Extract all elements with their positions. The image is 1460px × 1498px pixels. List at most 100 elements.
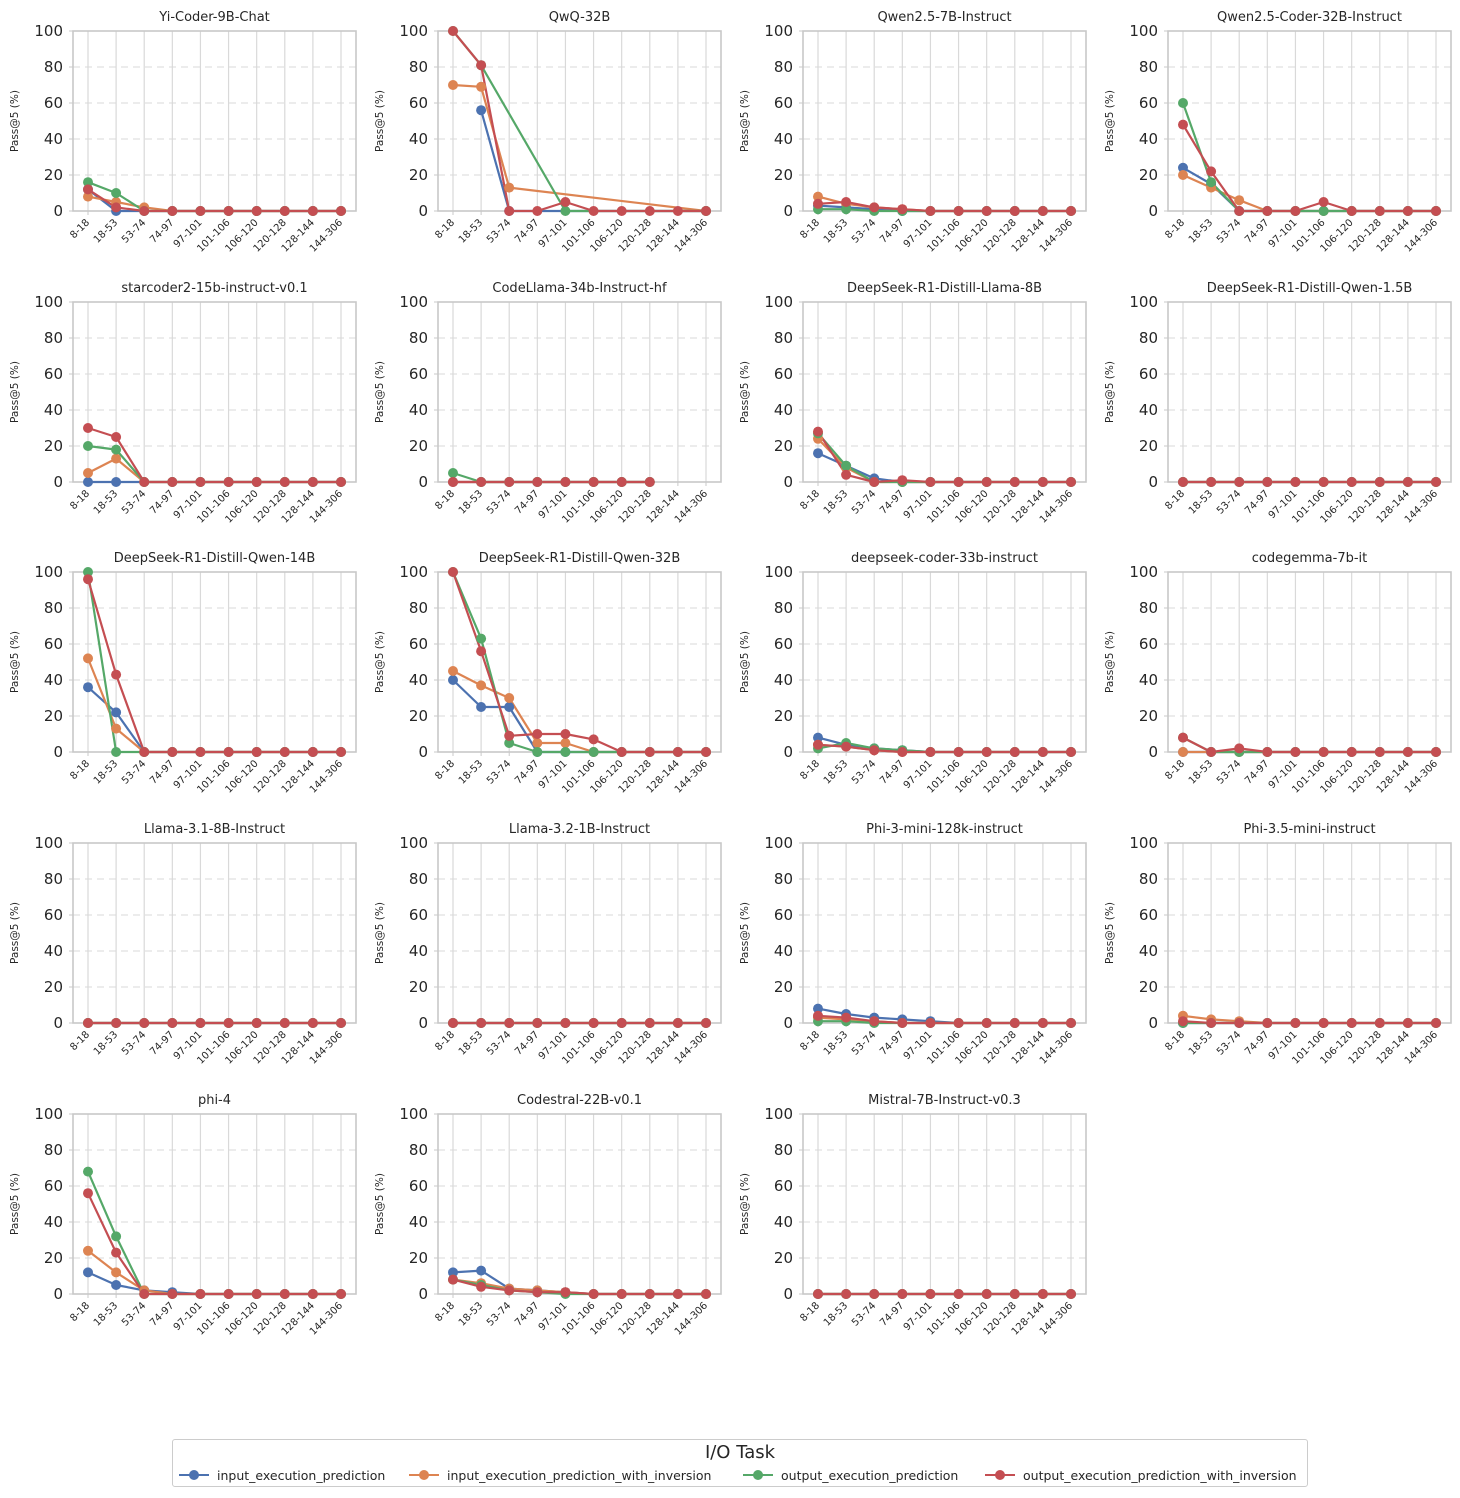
y-tick-label: 60 — [44, 906, 63, 924]
series-line — [1181, 166, 1438, 213]
data-point — [813, 1010, 823, 1021]
y-tick-label: 40 — [774, 1213, 793, 1231]
x-tick-label: 18-53 — [1187, 488, 1215, 516]
plot-frame — [437, 571, 722, 753]
data-point — [307, 206, 318, 216]
data-point — [644, 1289, 655, 1299]
data-point — [869, 745, 880, 756]
series-line — [451, 570, 708, 754]
series-line — [1181, 736, 1438, 754]
data-point — [813, 448, 823, 459]
x-tick-label: 8-18 — [1163, 1029, 1187, 1053]
x-tick-label: 53-74 — [1215, 488, 1243, 516]
data-point — [897, 1018, 908, 1028]
y-tick-label: 80 — [774, 870, 793, 888]
data-point — [139, 747, 150, 757]
y-tick-label: 20 — [409, 707, 428, 725]
legend-label: input_execution_prediction — [217, 1467, 386, 1483]
data-point — [1318, 477, 1329, 487]
plot-frame — [72, 30, 357, 212]
data-point — [644, 206, 655, 216]
legend-label: input_execution_prediction_with_inversio… — [447, 1467, 712, 1483]
y-tick-label: 0 — [1148, 1014, 1158, 1032]
legend-label: output_execution_prediction_with_inversi… — [1023, 1467, 1297, 1483]
data-point — [111, 1280, 122, 1290]
y-tick-label: 100 — [34, 563, 63, 581]
data-point — [111, 477, 122, 487]
y-tick-label: 100 — [764, 834, 793, 852]
y-tick-label: 20 — [774, 1249, 793, 1267]
y-tick-label: 60 — [774, 635, 793, 653]
y-tick-label: 40 — [774, 671, 793, 689]
data-point — [251, 1289, 262, 1299]
y-tick-label: 0 — [783, 202, 793, 220]
data-point — [448, 1267, 458, 1278]
y-tick-label: 40 — [409, 401, 428, 419]
data-point — [139, 1289, 150, 1299]
x-tick-label: 53-74 — [1215, 758, 1243, 786]
y-axis-label: Pass@5 (%) — [1104, 902, 1116, 964]
data-point — [336, 206, 346, 216]
y-tick-label: 40 — [44, 401, 63, 419]
series-line — [816, 430, 1073, 484]
series-line — [1181, 1020, 1438, 1025]
data-point — [925, 477, 936, 487]
data-point — [1262, 747, 1273, 757]
y-axis-label: Pass@5 (%) — [1104, 361, 1116, 423]
data-point — [841, 204, 852, 215]
data-point — [476, 680, 487, 691]
data-point — [476, 633, 487, 644]
data-point — [476, 1281, 487, 1292]
data-point — [813, 198, 823, 209]
y-tick-label: 0 — [53, 202, 63, 220]
data-point — [560, 206, 571, 216]
panel-title: codegemma-7b-it — [1252, 551, 1368, 566]
data-point — [83, 682, 93, 693]
y-tick-label: 20 — [44, 166, 63, 184]
x-tick-label: 53-74 — [850, 1029, 878, 1057]
data-point — [1346, 747, 1357, 757]
data-point — [83, 574, 93, 585]
data-point — [644, 1018, 655, 1028]
x-tick-label: 18-53 — [457, 1300, 485, 1328]
panel-title: starcoder2-15b-instruct-v0.1 — [121, 281, 307, 296]
y-axis-label: Pass@5 (%) — [739, 631, 751, 693]
data-point — [1290, 747, 1301, 757]
panel-title: Llama-3.1-8B-Instruct — [144, 822, 285, 837]
y-tick-label: 60 — [774, 906, 793, 924]
y-tick-label: 20 — [1139, 978, 1158, 996]
data-point — [83, 191, 93, 202]
y-tick-label: 100 — [34, 22, 63, 40]
data-point — [83, 1018, 93, 1028]
data-point — [672, 206, 683, 216]
y-tick-label: 20 — [44, 707, 63, 725]
data-point — [588, 1289, 599, 1299]
data-point — [83, 468, 93, 478]
data-point — [1178, 98, 1188, 108]
data-point — [897, 204, 908, 215]
data-point — [701, 1018, 711, 1028]
y-tick-label: 20 — [44, 437, 63, 455]
x-tick-label: 53-74 — [485, 1029, 513, 1057]
data-point — [448, 1018, 458, 1028]
panel-codegemma-7b-it: codegemma-7b-it Pass@5 (%) 0 20 40 60 80 100 8-1… — [1104, 551, 1452, 796]
data-point — [476, 477, 487, 487]
data-point — [1374, 1018, 1385, 1028]
data-point — [1318, 747, 1329, 757]
data-point — [1066, 1289, 1076, 1299]
data-point — [476, 1265, 487, 1276]
x-tick-label: 8-18 — [798, 1029, 822, 1053]
data-point — [167, 747, 178, 757]
series-line — [86, 188, 343, 213]
panel-title: Qwen2.5-7B-Instruct — [877, 10, 1011, 25]
data-point — [83, 1166, 93, 1177]
y-tick-label: 40 — [409, 130, 428, 148]
panel-mistral-7b-instruct-v0-3: Mistral-7B-Instruct-v0.3 Pass@5 (%) 0 20 40 6… — [739, 1093, 1087, 1338]
data-point — [448, 675, 458, 685]
x-tick-label: 18-53 — [457, 488, 485, 516]
x-tick-label: 8-18 — [798, 758, 822, 782]
y-tick-label: 20 — [1139, 437, 1158, 455]
data-point — [1037, 747, 1048, 757]
x-tick-label: 53-74 — [120, 1300, 148, 1328]
data-point — [1234, 1018, 1245, 1028]
